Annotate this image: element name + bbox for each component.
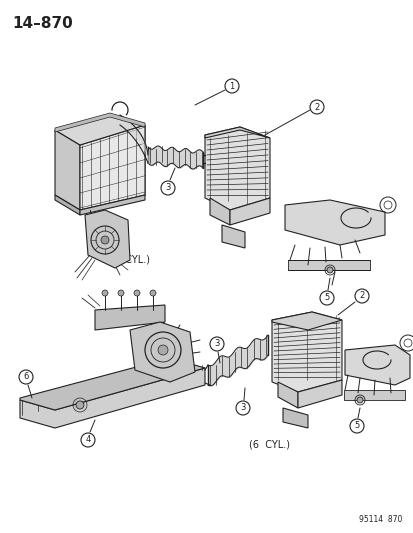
Polygon shape (344, 345, 409, 385)
Circle shape (356, 397, 362, 403)
Polygon shape (85, 210, 130, 268)
Polygon shape (80, 195, 145, 215)
Polygon shape (20, 358, 204, 410)
Polygon shape (204, 127, 269, 138)
Circle shape (118, 290, 124, 296)
Circle shape (101, 236, 109, 244)
Circle shape (76, 401, 84, 409)
Polygon shape (204, 127, 269, 210)
Circle shape (319, 291, 333, 305)
Polygon shape (284, 200, 384, 245)
Text: 3: 3 (165, 183, 170, 192)
Text: 95114  870: 95114 870 (358, 515, 401, 524)
Circle shape (134, 290, 140, 296)
Polygon shape (271, 312, 341, 392)
Text: 2: 2 (313, 102, 319, 111)
Circle shape (349, 419, 363, 433)
Polygon shape (20, 368, 204, 428)
Polygon shape (209, 198, 230, 225)
Text: 14–870: 14–870 (12, 16, 73, 31)
Circle shape (81, 433, 95, 447)
Polygon shape (55, 130, 80, 210)
Circle shape (102, 290, 108, 296)
Polygon shape (230, 198, 269, 225)
Polygon shape (271, 312, 341, 330)
Text: (4  CYL.): (4 CYL.) (109, 255, 150, 265)
Polygon shape (80, 125, 145, 210)
Circle shape (209, 337, 223, 351)
Polygon shape (277, 382, 297, 408)
Text: 1: 1 (229, 82, 234, 91)
Polygon shape (287, 260, 369, 270)
Circle shape (235, 401, 249, 415)
Polygon shape (221, 225, 244, 248)
Text: 3: 3 (240, 403, 245, 413)
Text: 3: 3 (214, 340, 219, 349)
Text: 5: 5 (324, 294, 329, 303)
Polygon shape (95, 305, 165, 330)
Circle shape (19, 370, 33, 384)
Polygon shape (55, 195, 80, 215)
Text: 4: 4 (85, 435, 90, 445)
Polygon shape (297, 380, 341, 408)
Text: 6: 6 (23, 373, 28, 382)
Circle shape (158, 345, 168, 355)
Circle shape (224, 79, 238, 93)
Text: 5: 5 (354, 422, 359, 431)
Circle shape (150, 290, 156, 296)
Polygon shape (55, 115, 145, 145)
Circle shape (161, 181, 175, 195)
Polygon shape (282, 408, 307, 428)
Text: (6  CYL.): (6 CYL.) (249, 440, 290, 450)
Polygon shape (343, 390, 404, 400)
Text: 2: 2 (358, 292, 364, 301)
Polygon shape (55, 113, 145, 132)
Polygon shape (130, 322, 195, 382)
Circle shape (354, 289, 368, 303)
Circle shape (309, 100, 323, 114)
Circle shape (326, 267, 332, 273)
